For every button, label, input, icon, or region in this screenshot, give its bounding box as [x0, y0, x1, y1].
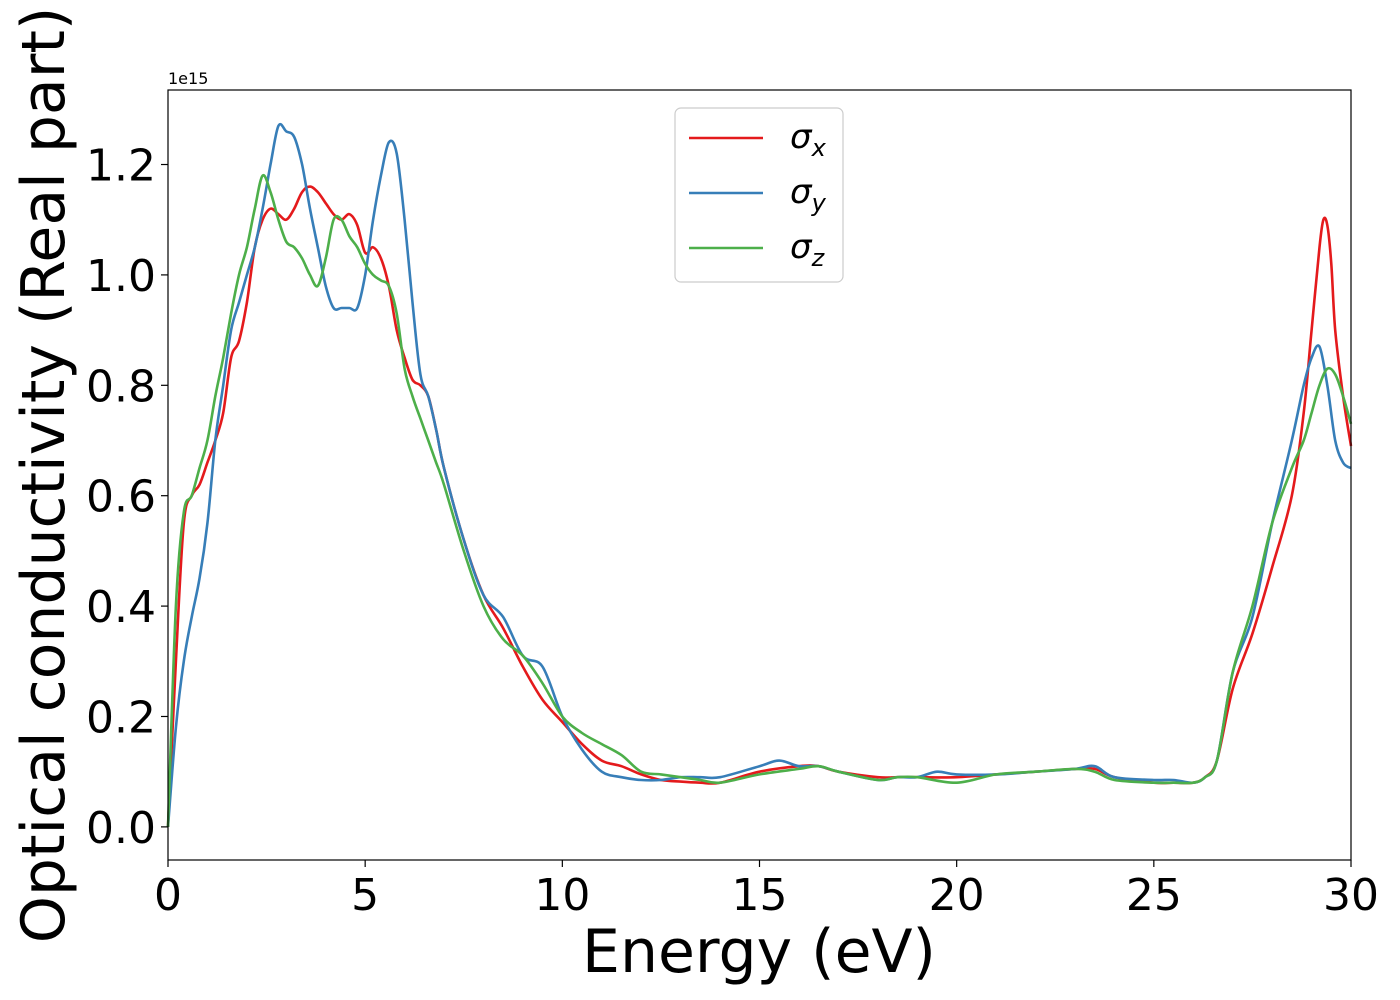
- x-tick-label: 20: [929, 870, 985, 921]
- y-axis-label: Optical conductivity (Real part): [9, 7, 79, 944]
- x-tick-label: 5: [351, 870, 379, 921]
- y-tick-label: 1.0: [86, 251, 156, 302]
- series-layer: [166, 122, 1353, 828]
- legend-label-z: σz: [790, 227, 826, 272]
- x-axis-label: Energy (eV): [582, 917, 936, 987]
- y-tick-label: 1.2: [86, 141, 156, 192]
- x-tick-label: 15: [732, 870, 788, 921]
- legend-label-y: σy: [790, 172, 827, 217]
- y-tick-label: 0.6: [86, 472, 156, 523]
- y-tick-label: 0.8: [86, 361, 156, 412]
- series-line-z: [166, 173, 1353, 827]
- y-tick-label: 0.4: [86, 582, 156, 633]
- legend: σx σy σz: [674, 107, 844, 283]
- y-tick-label: 0.2: [86, 692, 156, 743]
- legend-box: [674, 107, 844, 283]
- y-offset-label: 1e15: [168, 69, 208, 88]
- x-axis-ticks: 0 5 10 15 20 25 30: [154, 860, 1379, 921]
- x-tick-label: 0: [154, 870, 182, 921]
- y-tick-label: 0.0: [86, 803, 156, 854]
- x-tick-label: 25: [1126, 870, 1182, 921]
- x-tick-label: 30: [1323, 870, 1379, 921]
- x-tick-label: 10: [534, 870, 590, 921]
- legend-label-x: σx: [790, 117, 827, 162]
- y-axis-ticks: 0.0 0.2 0.4 0.6 0.8 1.0 1.2: [86, 141, 168, 854]
